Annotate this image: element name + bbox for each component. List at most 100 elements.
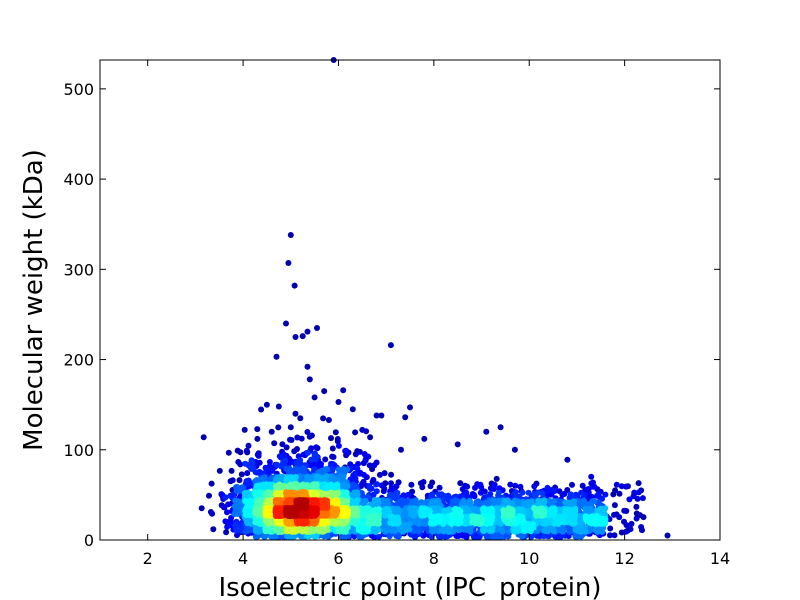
data-point <box>314 473 320 480</box>
data-point <box>490 497 497 504</box>
data-point <box>559 515 566 522</box>
data-point <box>577 498 584 505</box>
data-point <box>578 528 585 535</box>
data-point <box>289 468 296 475</box>
data-point <box>442 533 449 540</box>
data-point <box>496 485 503 492</box>
data-point <box>252 527 259 533</box>
data-point <box>374 481 380 488</box>
data-point <box>532 507 539 514</box>
data-point <box>261 474 268 481</box>
data-point <box>380 488 387 495</box>
data-point <box>285 260 292 266</box>
data-point <box>334 481 341 488</box>
data-point <box>246 509 253 516</box>
data-point <box>332 429 339 436</box>
data-point <box>402 414 409 421</box>
data-point <box>450 512 457 518</box>
data-point <box>410 505 417 512</box>
data-point <box>463 534 470 541</box>
data-point <box>265 525 272 532</box>
data-point <box>335 399 342 405</box>
data-point <box>388 516 395 523</box>
data-point <box>495 489 502 496</box>
data-point <box>234 484 241 490</box>
data-point <box>613 511 620 518</box>
data-point <box>200 434 207 441</box>
data-point <box>512 482 519 489</box>
data-point <box>386 492 393 499</box>
data-point <box>340 387 347 394</box>
data-point <box>329 453 336 460</box>
data-point <box>511 446 518 453</box>
data-point <box>320 467 327 474</box>
data-point <box>633 510 640 517</box>
data-point <box>564 506 571 513</box>
data-point <box>342 519 349 526</box>
data-point <box>334 490 341 497</box>
data-point <box>371 533 377 540</box>
data-point <box>242 528 249 535</box>
data-point <box>378 412 385 419</box>
data-point <box>384 497 391 504</box>
data-point <box>586 518 593 525</box>
data-point <box>293 459 300 466</box>
data-point <box>373 412 380 419</box>
data-point <box>349 406 356 413</box>
data-point <box>639 527 645 534</box>
data-point <box>257 483 264 489</box>
data-point <box>332 521 339 527</box>
data-point <box>244 470 251 477</box>
data-point <box>360 478 367 485</box>
data-point <box>297 415 304 422</box>
data-point <box>269 467 276 474</box>
data-point <box>475 498 482 505</box>
data-point <box>376 471 383 478</box>
data-point <box>228 467 235 474</box>
data-point <box>381 526 388 533</box>
data-point <box>408 481 415 488</box>
data-point <box>234 532 240 539</box>
data-point <box>393 483 400 490</box>
data-point <box>244 492 251 499</box>
data-point <box>388 471 395 478</box>
data-point <box>555 527 562 534</box>
data-point <box>357 469 364 476</box>
data-point <box>561 490 568 497</box>
data-point <box>611 502 618 509</box>
data-point <box>208 480 215 487</box>
data-point <box>564 456 571 463</box>
data-point <box>313 444 320 451</box>
data-point <box>484 526 490 533</box>
data-point <box>314 526 321 532</box>
data-point <box>624 527 631 534</box>
data-point <box>291 282 298 289</box>
data-point <box>421 435 428 442</box>
data-point <box>435 507 442 514</box>
data-point <box>330 461 337 468</box>
data-point <box>225 501 232 508</box>
data-point <box>222 494 229 501</box>
data-point <box>255 452 262 459</box>
data-point <box>535 497 542 504</box>
data-point <box>435 498 442 504</box>
data-point <box>274 462 281 468</box>
data-point <box>342 448 349 454</box>
data-point <box>397 525 404 532</box>
data-point <box>347 461 354 468</box>
data-point <box>374 526 381 533</box>
data-point <box>242 460 249 467</box>
data-point <box>362 456 369 463</box>
data-point <box>232 524 239 531</box>
data-point <box>497 525 504 532</box>
data-point <box>241 426 248 433</box>
data-point <box>664 532 671 539</box>
data-point <box>335 442 342 449</box>
data-point <box>329 445 336 452</box>
data-point <box>560 525 567 531</box>
data-point <box>525 489 532 496</box>
data-point <box>607 525 614 532</box>
data-point <box>588 473 595 480</box>
data-point <box>487 491 494 497</box>
data-point <box>266 459 273 465</box>
